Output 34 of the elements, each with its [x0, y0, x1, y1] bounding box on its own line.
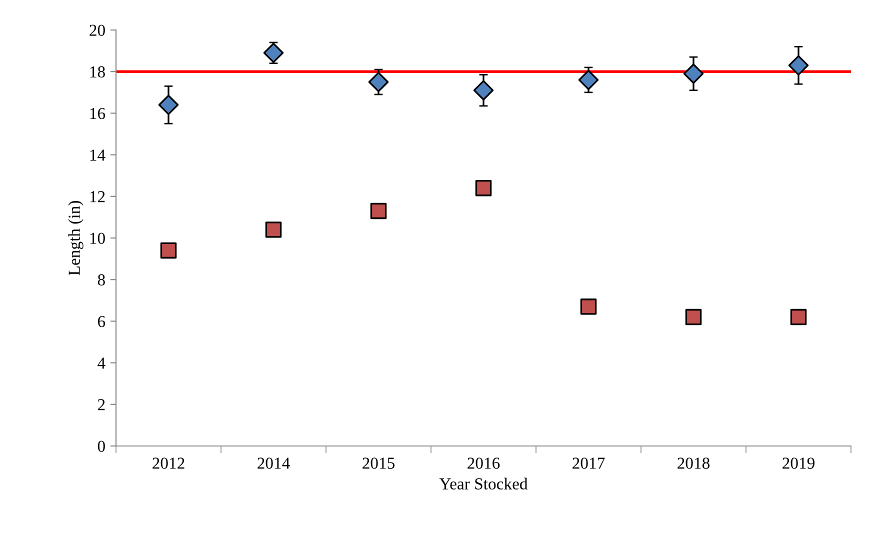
x-tick-label: 2016 — [468, 458, 500, 469]
x-tick-label: 2015 — [362, 458, 395, 469]
point — [683, 64, 704, 84]
x-axis-title: Year Stocked — [439, 478, 528, 490]
point — [578, 70, 599, 90]
point — [473, 80, 494, 100]
point — [685, 308, 702, 326]
y-tick-label: 6 — [98, 316, 106, 328]
point — [265, 222, 282, 238]
y-tick-label: 14 — [90, 150, 106, 161]
y-tick-label: 12 — [90, 191, 105, 202]
point — [580, 298, 597, 315]
y-tick-label: 8 — [98, 274, 105, 286]
x-tick-label: 2017 — [572, 458, 605, 469]
y-tick-label: 0 — [98, 440, 105, 452]
x-tick-label: 2019 — [782, 458, 814, 469]
point — [368, 72, 389, 92]
y-axis-title: Length (in) — [68, 201, 84, 276]
y-tick-label: 20 — [90, 24, 105, 36]
x-tick-label: 2012 — [152, 458, 184, 469]
x-tick-label: 2018 — [678, 458, 710, 469]
point — [370, 202, 387, 220]
point — [158, 94, 179, 116]
point — [475, 180, 492, 196]
y-tick-label: 10 — [90, 232, 105, 244]
y-tick-label: 16 — [90, 108, 106, 120]
point — [160, 242, 177, 259]
point — [263, 42, 284, 64]
y-tick-label: 2 — [98, 399, 105, 410]
y-tick-label: 18 — [90, 66, 105, 78]
y-tick-label: 4 — [98, 358, 106, 369]
x-tick-label: 2014 — [258, 458, 290, 469]
point — [788, 55, 809, 76]
point — [790, 308, 807, 326]
